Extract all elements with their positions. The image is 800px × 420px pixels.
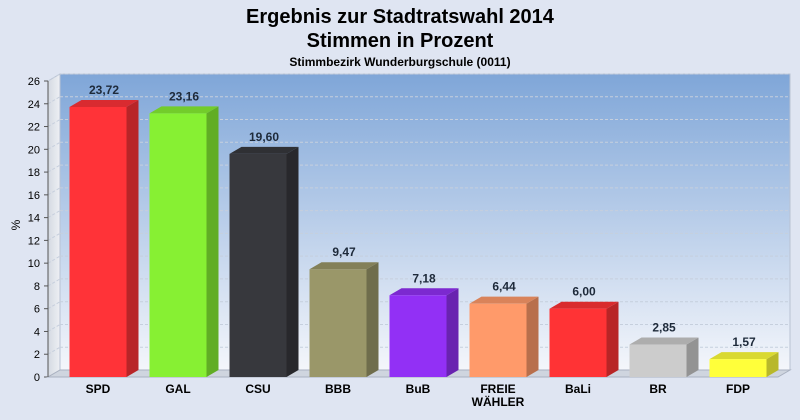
- x-tick-label: BR: [649, 382, 667, 396]
- bar-side: [446, 288, 459, 377]
- chart-subtitle: Stimmbezirk Wunderburgschule (0011): [289, 55, 511, 69]
- bar-top: [229, 146, 299, 154]
- y-tick-label: 8: [34, 281, 40, 293]
- x-tick-label: FREIE WÄHLER: [472, 382, 525, 409]
- bar: [69, 106, 127, 378]
- y-tick-label: 0: [34, 372, 40, 384]
- gridline-side: [47, 73, 61, 82]
- gridline-side: [47, 278, 61, 287]
- gridline-side: [47, 301, 61, 310]
- x-tick-label: GAL: [165, 382, 190, 396]
- bar-side: [526, 296, 539, 377]
- plot-side-wall: [47, 73, 61, 378]
- bar-side: [206, 106, 219, 377]
- bar: [629, 344, 687, 377]
- y-tick-label: 22: [28, 122, 40, 134]
- x-tick-label: SPD: [86, 382, 111, 396]
- y-tick-label: 24: [28, 99, 40, 111]
- data-label: 6,00: [572, 285, 596, 299]
- bar-side: [766, 352, 779, 377]
- gridline-side: [47, 210, 61, 219]
- y-tick-label: 20: [28, 144, 40, 156]
- y-tick-label: 6: [34, 304, 40, 316]
- bar-top: [549, 301, 619, 309]
- bar-top: [709, 352, 779, 360]
- bar: [149, 113, 207, 377]
- gridline-side: [47, 96, 61, 105]
- bar-side: [286, 146, 299, 377]
- y-tick-label: 14: [28, 213, 40, 225]
- gridline-side: [47, 346, 61, 355]
- data-label: 9,47: [332, 245, 356, 259]
- y-tick-label: 16: [28, 190, 40, 202]
- y-tick-label: 12: [28, 235, 40, 247]
- bar: [309, 269, 367, 377]
- chart-title-line-2: Stimmen in Prozent: [306, 30, 494, 52]
- gridline-side: [47, 141, 61, 150]
- gridline-side: [47, 255, 61, 264]
- x-tick-label: BaLi: [565, 382, 591, 396]
- y-tick-label: 4: [34, 326, 40, 338]
- gridline-side: [47, 164, 61, 173]
- y-tick-label: 18: [28, 167, 40, 179]
- y-tick-label: 10: [28, 258, 40, 270]
- bar-top: [389, 288, 459, 296]
- bar-top: [149, 106, 219, 114]
- chart-title: Ergebnis zur Stadtratswahl 2014: [246, 6, 554, 28]
- bar-side: [366, 262, 379, 377]
- bar-top: [629, 337, 699, 345]
- y-tick-label: 26: [28, 76, 40, 88]
- gridline-side: [47, 232, 61, 241]
- data-label: 7,18: [412, 271, 436, 285]
- y-axis-label: %: [9, 219, 23, 230]
- gridline-side: [47, 119, 61, 127]
- bar: [389, 295, 447, 377]
- data-label: 23,16: [169, 89, 199, 103]
- bar-side: [606, 301, 619, 377]
- bar-side: [126, 99, 139, 378]
- x-tick-label: BuB: [406, 382, 431, 396]
- bar-top: [309, 262, 379, 270]
- bar-side: [686, 337, 699, 377]
- gridline-side: [47, 324, 61, 332]
- bar: [709, 359, 767, 377]
- bar: [229, 153, 287, 377]
- x-tick-label: FDP: [726, 382, 750, 396]
- bar: [469, 303, 527, 377]
- data-label: 6,44: [492, 280, 516, 294]
- bar: [549, 308, 607, 377]
- data-label: 1,57: [732, 335, 756, 349]
- x-tick-label: BBB: [325, 382, 351, 396]
- data-label: 2,85: [652, 321, 676, 335]
- x-tick-label: CSU: [245, 382, 270, 396]
- bar-top: [69, 99, 139, 107]
- data-label: 23,72: [89, 83, 119, 97]
- data-label: 19,60: [249, 130, 279, 144]
- bar-top: [469, 296, 539, 304]
- gridline-side: [47, 187, 61, 196]
- y-tick-label: 2: [34, 349, 40, 361]
